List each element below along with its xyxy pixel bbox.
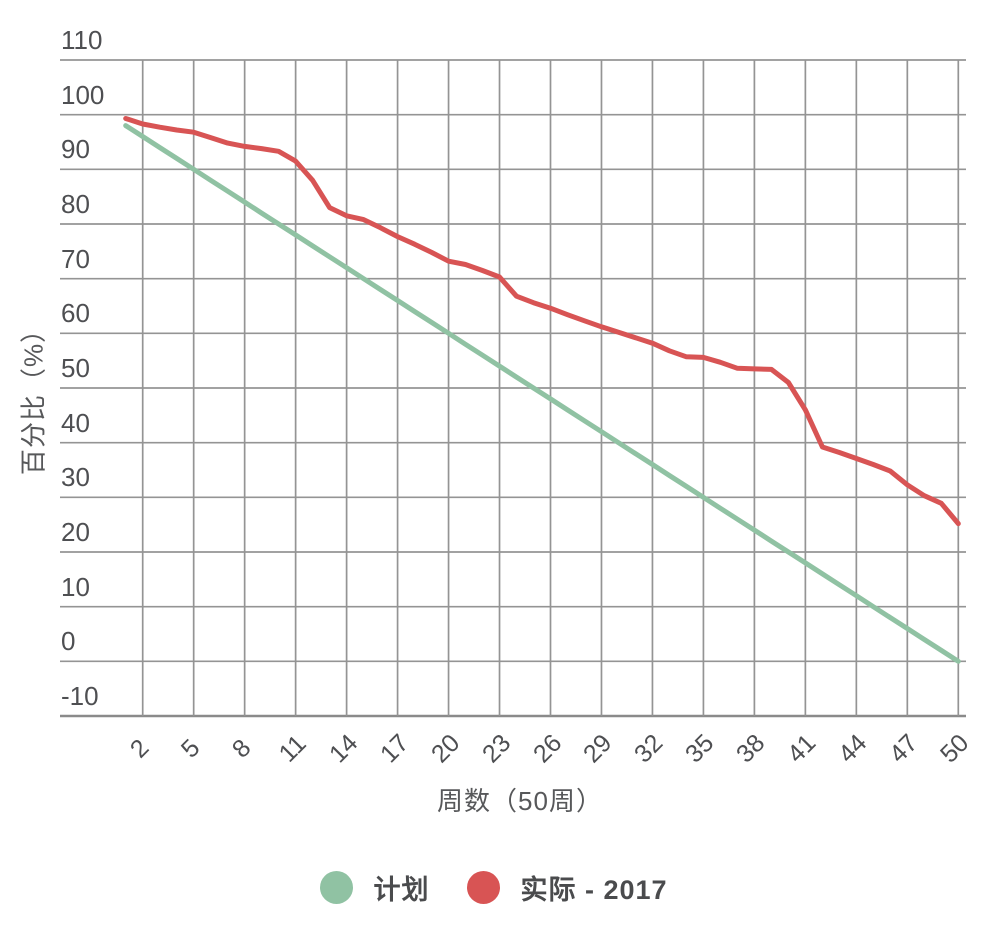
chart-legend: 计划 实际 - 2017 xyxy=(0,868,988,907)
series-line-actual[interactable] xyxy=(123,116,961,527)
plan-series-label: 计划 xyxy=(373,875,430,905)
x-axis-title: 周数（50周） xyxy=(437,786,603,816)
legend-item-actual[interactable]: 实际 - 2017 xyxy=(467,868,667,907)
plan-series-color-dot xyxy=(320,871,354,904)
legend-item-plan[interactable]: 计划 xyxy=(320,868,429,907)
y-axis-title: 百分比（%） xyxy=(18,315,49,476)
actual-series-label: 实际 - 2017 xyxy=(520,875,668,905)
series-line-plan[interactable] xyxy=(123,123,961,664)
actual-series-color-dot xyxy=(467,871,501,904)
